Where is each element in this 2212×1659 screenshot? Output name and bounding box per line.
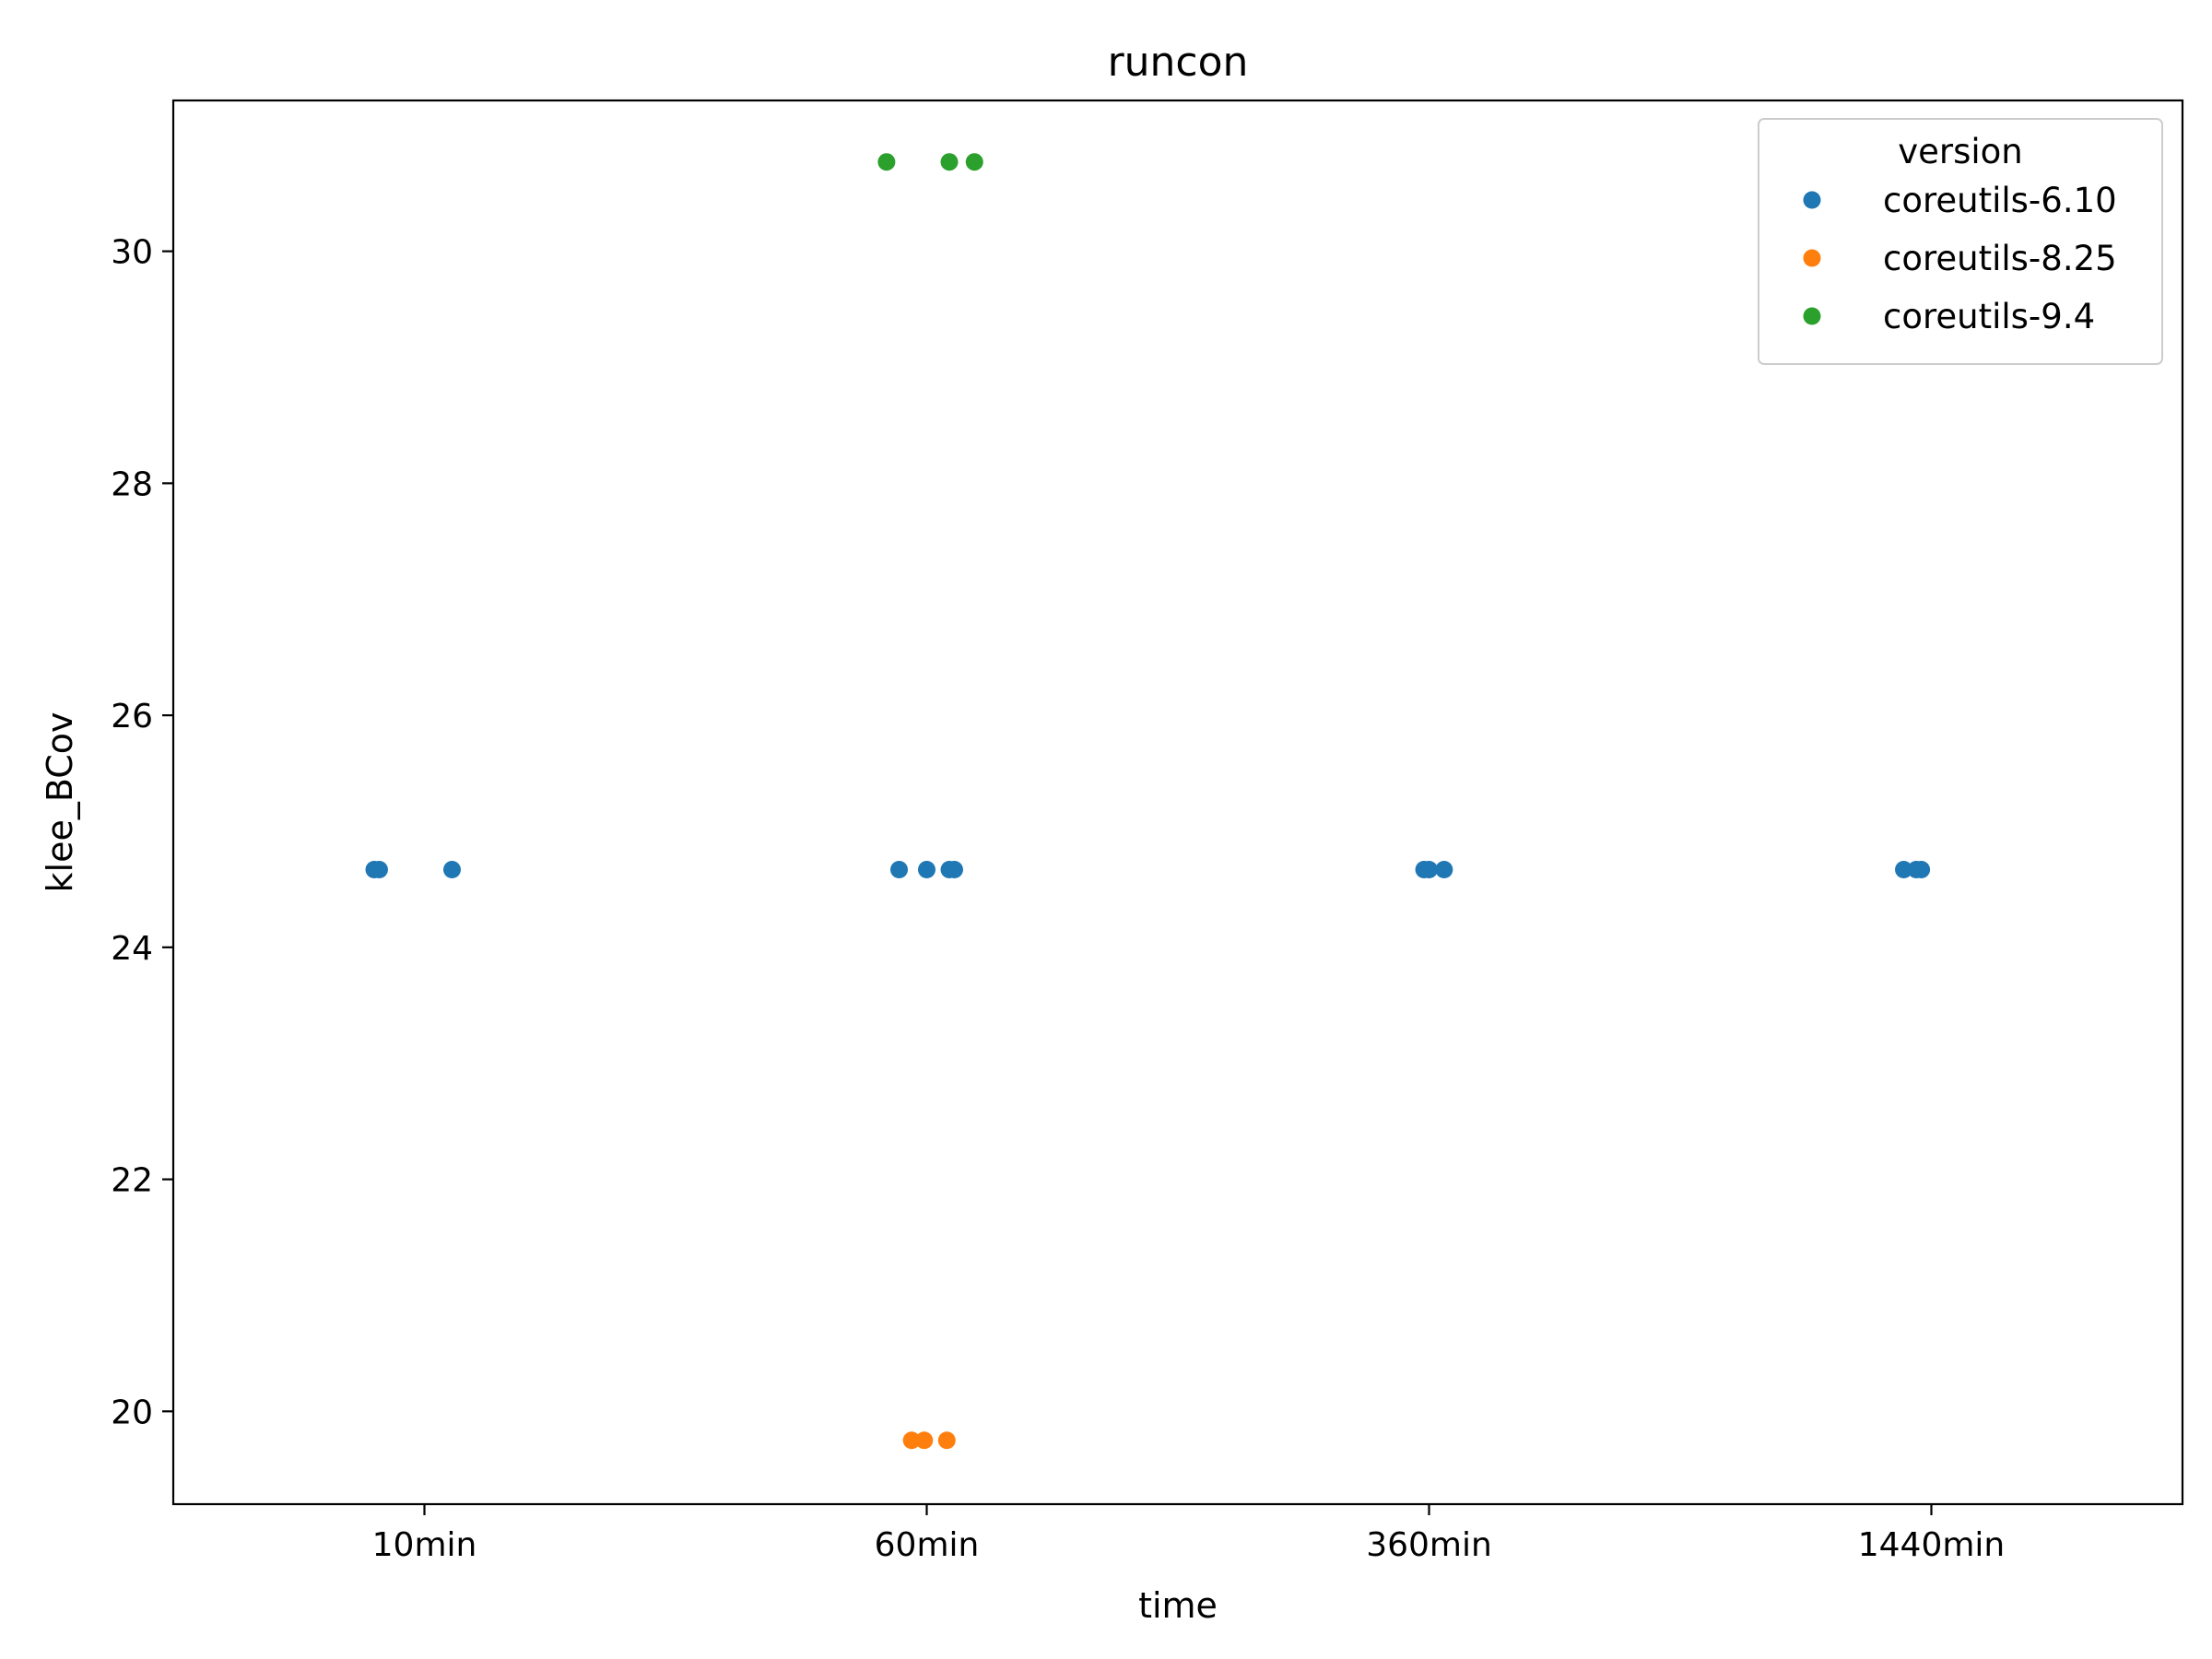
data-points [365, 153, 1931, 1450]
data-point-coreutils-8.25 [902, 1431, 921, 1450]
data-point-coreutils-6.10 [1435, 861, 1453, 879]
data-point-coreutils-8.25 [937, 1431, 956, 1450]
y-tick-label: 20 [111, 1394, 153, 1431]
x-tick-label: 60min [875, 1526, 980, 1564]
data-point-coreutils-9.4 [940, 153, 959, 171]
x-tick-label: 1440min [1858, 1526, 2006, 1564]
data-point-coreutils-9.4 [965, 153, 983, 171]
y-tick-label: 28 [111, 465, 153, 503]
legend-marker [1803, 307, 1821, 325]
data-point-coreutils-8.25 [915, 1431, 934, 1450]
data-point-coreutils-6.10 [1912, 861, 1931, 879]
data-point-coreutils-6.10 [1420, 861, 1438, 879]
y-tick-label: 30 [111, 234, 153, 272]
data-point-coreutils-6.10 [1895, 861, 1913, 879]
data-point-coreutils-6.10 [890, 861, 909, 879]
data-point-coreutils-6.10 [945, 861, 963, 879]
x-tick-label: 360min [1366, 1526, 1492, 1564]
legend: version coreutils-6.10 coreutils-8.25 core… [1758, 118, 2163, 365]
x-axis-title: time [1138, 1585, 1218, 1626]
legend-marker [1803, 191, 1821, 209]
y-tick-label: 26 [111, 698, 153, 735]
legend-label: coreutils-8.25 [1883, 239, 2117, 278]
legend-label: coreutils-6.10 [1883, 181, 2117, 220]
y-tick-label: 22 [111, 1162, 153, 1200]
axes-ticks: 10min 60min 360min 1440min 20 22 24 26 28 30 [111, 234, 2005, 1564]
chart-title: runcon [1108, 39, 1249, 86]
legend-label: coreutils-9.4 [1883, 297, 2095, 336]
legend-marker [1803, 249, 1821, 267]
data-point-coreutils-6.10 [918, 861, 935, 879]
data-point-coreutils-6.10 [370, 861, 388, 879]
legend-box [1758, 118, 2163, 365]
y-axis-title: klee_BCov [40, 712, 80, 893]
legend-title: version [1898, 132, 2023, 171]
y-tick-label: 24 [111, 930, 153, 968]
data-point-coreutils-9.4 [877, 153, 896, 171]
plot-frame [171, 99, 2184, 1506]
x-tick-label: 10min [372, 1526, 477, 1564]
data-point-coreutils-6.10 [442, 861, 461, 879]
